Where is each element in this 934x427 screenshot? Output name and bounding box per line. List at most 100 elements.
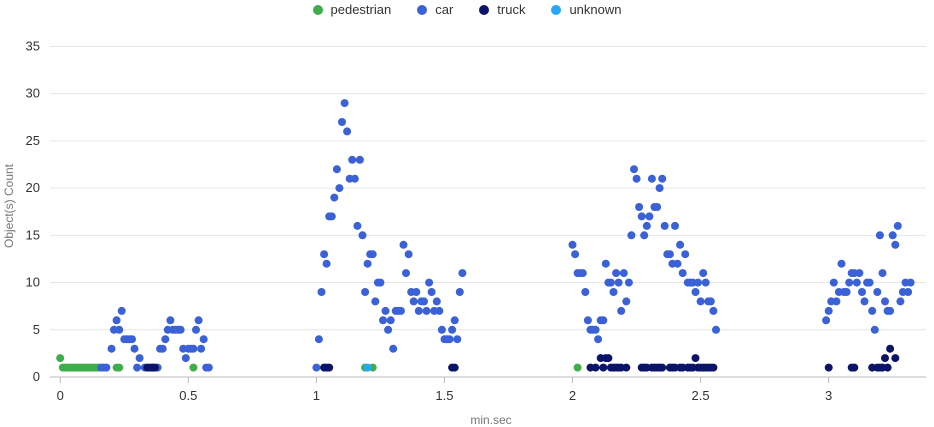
point-car[interactable] xyxy=(427,288,436,296)
point-car[interactable] xyxy=(338,118,346,126)
point-truck[interactable] xyxy=(691,354,700,363)
point-car[interactable] xyxy=(691,288,700,296)
point-car[interactable] xyxy=(189,344,198,353)
point-car[interactable] xyxy=(412,288,421,296)
point-car[interactable] xyxy=(332,165,341,174)
point-car[interactable] xyxy=(376,278,385,287)
point-truck[interactable] xyxy=(709,363,718,372)
point-car[interactable] xyxy=(852,278,861,287)
point-car[interactable] xyxy=(453,335,462,344)
point-unknown[interactable] xyxy=(363,363,372,372)
point-car[interactable] xyxy=(194,316,203,325)
point-truck[interactable] xyxy=(891,354,900,363)
point-car[interactable] xyxy=(694,278,702,287)
point-car[interactable] xyxy=(450,316,459,325)
point-car[interactable] xyxy=(906,278,915,287)
point-car[interactable] xyxy=(437,325,446,334)
point-car[interactable] xyxy=(581,288,590,296)
point-car[interactable] xyxy=(402,269,410,278)
point-pedestrian[interactable] xyxy=(189,363,198,372)
point-car[interactable] xyxy=(379,316,387,325)
point-car[interactable] xyxy=(842,288,851,296)
point-car[interactable] xyxy=(891,240,900,249)
point-car[interactable] xyxy=(681,250,690,259)
point-car[interactable] xyxy=(888,231,897,240)
point-car[interactable] xyxy=(655,184,664,193)
point-car[interactable] xyxy=(166,316,175,325)
point-car[interactable] xyxy=(671,221,679,230)
point-car[interactable] xyxy=(878,269,887,278)
point-truck[interactable] xyxy=(450,363,459,372)
point-car[interactable] xyxy=(868,306,877,315)
point-pedestrian[interactable] xyxy=(115,363,124,372)
point-car[interactable] xyxy=(594,335,603,344)
point-car[interactable] xyxy=(653,203,662,211)
point-car[interactable] xyxy=(435,306,444,315)
point-car[interactable] xyxy=(601,259,610,268)
point-car[interactable] xyxy=(583,316,592,325)
point-car[interactable] xyxy=(455,288,464,296)
point-car[interactable] xyxy=(647,174,656,183)
point-car[interactable] xyxy=(425,278,434,287)
point-car[interactable] xyxy=(824,306,833,315)
point-car[interactable] xyxy=(837,259,846,268)
point-car[interactable] xyxy=(381,306,390,315)
point-car[interactable] xyxy=(197,344,206,353)
point-car[interactable] xyxy=(327,212,336,221)
point-car[interactable] xyxy=(432,297,441,306)
point-car[interactable] xyxy=(384,325,393,334)
point-truck[interactable] xyxy=(325,363,334,372)
point-pedestrian[interactable] xyxy=(56,354,65,363)
point-car[interactable] xyxy=(317,288,326,296)
point-car[interactable] xyxy=(578,269,587,278)
point-car[interactable] xyxy=(822,316,831,325)
point-car[interactable] xyxy=(445,335,454,344)
point-car[interactable] xyxy=(204,363,213,372)
point-car[interactable] xyxy=(133,363,142,372)
point-car[interactable] xyxy=(312,363,321,372)
point-car[interactable] xyxy=(712,325,720,334)
point-car[interactable] xyxy=(158,344,167,353)
point-car[interactable] xyxy=(696,297,705,306)
point-car[interactable] xyxy=(875,231,884,240)
point-car[interactable] xyxy=(348,155,357,164)
point-truck[interactable] xyxy=(151,363,159,372)
point-car[interactable] xyxy=(107,344,116,353)
point-car[interactable] xyxy=(627,231,636,240)
point-car[interactable] xyxy=(314,335,323,344)
point-car[interactable] xyxy=(881,297,889,306)
point-car[interactable] xyxy=(706,297,715,306)
point-car[interactable] xyxy=(609,288,618,296)
point-car[interactable] xyxy=(635,203,644,211)
point-car[interactable] xyxy=(112,316,121,325)
point-car[interactable] xyxy=(117,306,126,315)
point-car[interactable] xyxy=(855,269,864,278)
point-car[interactable] xyxy=(199,335,208,344)
point-car[interactable] xyxy=(396,306,405,315)
point-car[interactable] xyxy=(640,231,649,240)
point-car[interactable] xyxy=(612,269,621,278)
point-car[interactable] xyxy=(699,269,708,278)
point-car[interactable] xyxy=(606,278,615,287)
point-car[interactable] xyxy=(192,325,200,334)
point-car[interactable] xyxy=(409,297,418,306)
point-car[interactable] xyxy=(645,212,654,221)
point-car[interactable] xyxy=(896,297,905,306)
point-truck[interactable] xyxy=(886,344,895,353)
point-truck[interactable] xyxy=(658,363,667,372)
point-car[interactable] xyxy=(135,354,144,363)
point-car[interactable] xyxy=(829,278,838,287)
point-car[interactable] xyxy=(343,127,352,136)
point-car[interactable] xyxy=(458,269,467,278)
point-car[interactable] xyxy=(665,250,674,259)
point-car[interactable] xyxy=(355,155,364,164)
point-truck[interactable] xyxy=(824,363,833,372)
point-car[interactable] xyxy=(893,221,902,230)
point-car[interactable] xyxy=(320,250,329,259)
point-car[interactable] xyxy=(678,269,687,278)
point-car[interactable] xyxy=(414,306,423,315)
point-car[interactable] xyxy=(371,297,380,306)
point-car[interactable] xyxy=(335,184,344,193)
point-car[interactable] xyxy=(368,250,377,259)
point-car[interactable] xyxy=(701,278,710,287)
